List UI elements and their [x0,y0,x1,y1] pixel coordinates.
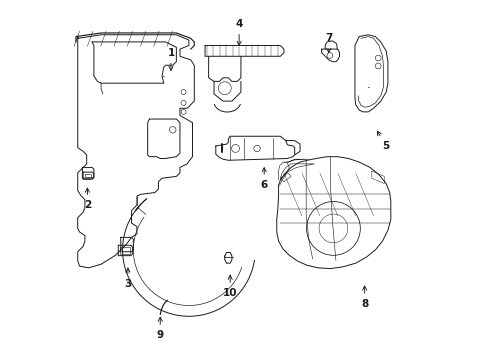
Text: 3: 3 [124,268,131,289]
Text: 8: 8 [360,286,367,309]
Text: 9: 9 [156,317,163,340]
Text: 2: 2 [83,188,91,210]
Text: 5: 5 [377,131,389,151]
Text: 4: 4 [235,19,243,45]
Text: 7: 7 [325,33,332,53]
Text: 1: 1 [167,48,174,71]
Text: 10: 10 [223,275,237,298]
Text: 6: 6 [260,168,267,190]
